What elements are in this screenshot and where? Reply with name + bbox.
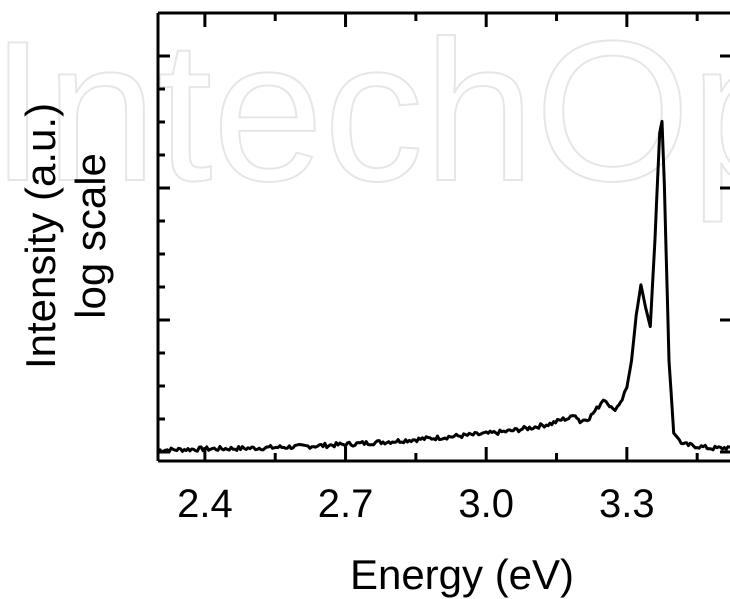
x-axis-label: Energy (eV) (350, 551, 574, 598)
x-tick-label: 3.0 (458, 482, 514, 526)
series-line-spectrum (157, 119, 730, 454)
x-ticks (203, 447, 699, 461)
watermark-text: IntechOpen (0, 0, 730, 223)
right-ticks (720, 54, 730, 454)
y-axis-label-line-1: Intensity (a.u.) (17, 103, 64, 369)
x-tick-label: 2.7 (318, 482, 374, 526)
y-axis-label-line-2: log scale (67, 153, 114, 319)
y-ticks (158, 54, 170, 454)
x-tick-label: 3.3 (599, 482, 655, 526)
top-ticks (203, 13, 699, 27)
x-tick-label: 2.4 (177, 482, 233, 526)
x-tick-labels: 2.4 2.7 3.0 3.3 (177, 482, 655, 526)
